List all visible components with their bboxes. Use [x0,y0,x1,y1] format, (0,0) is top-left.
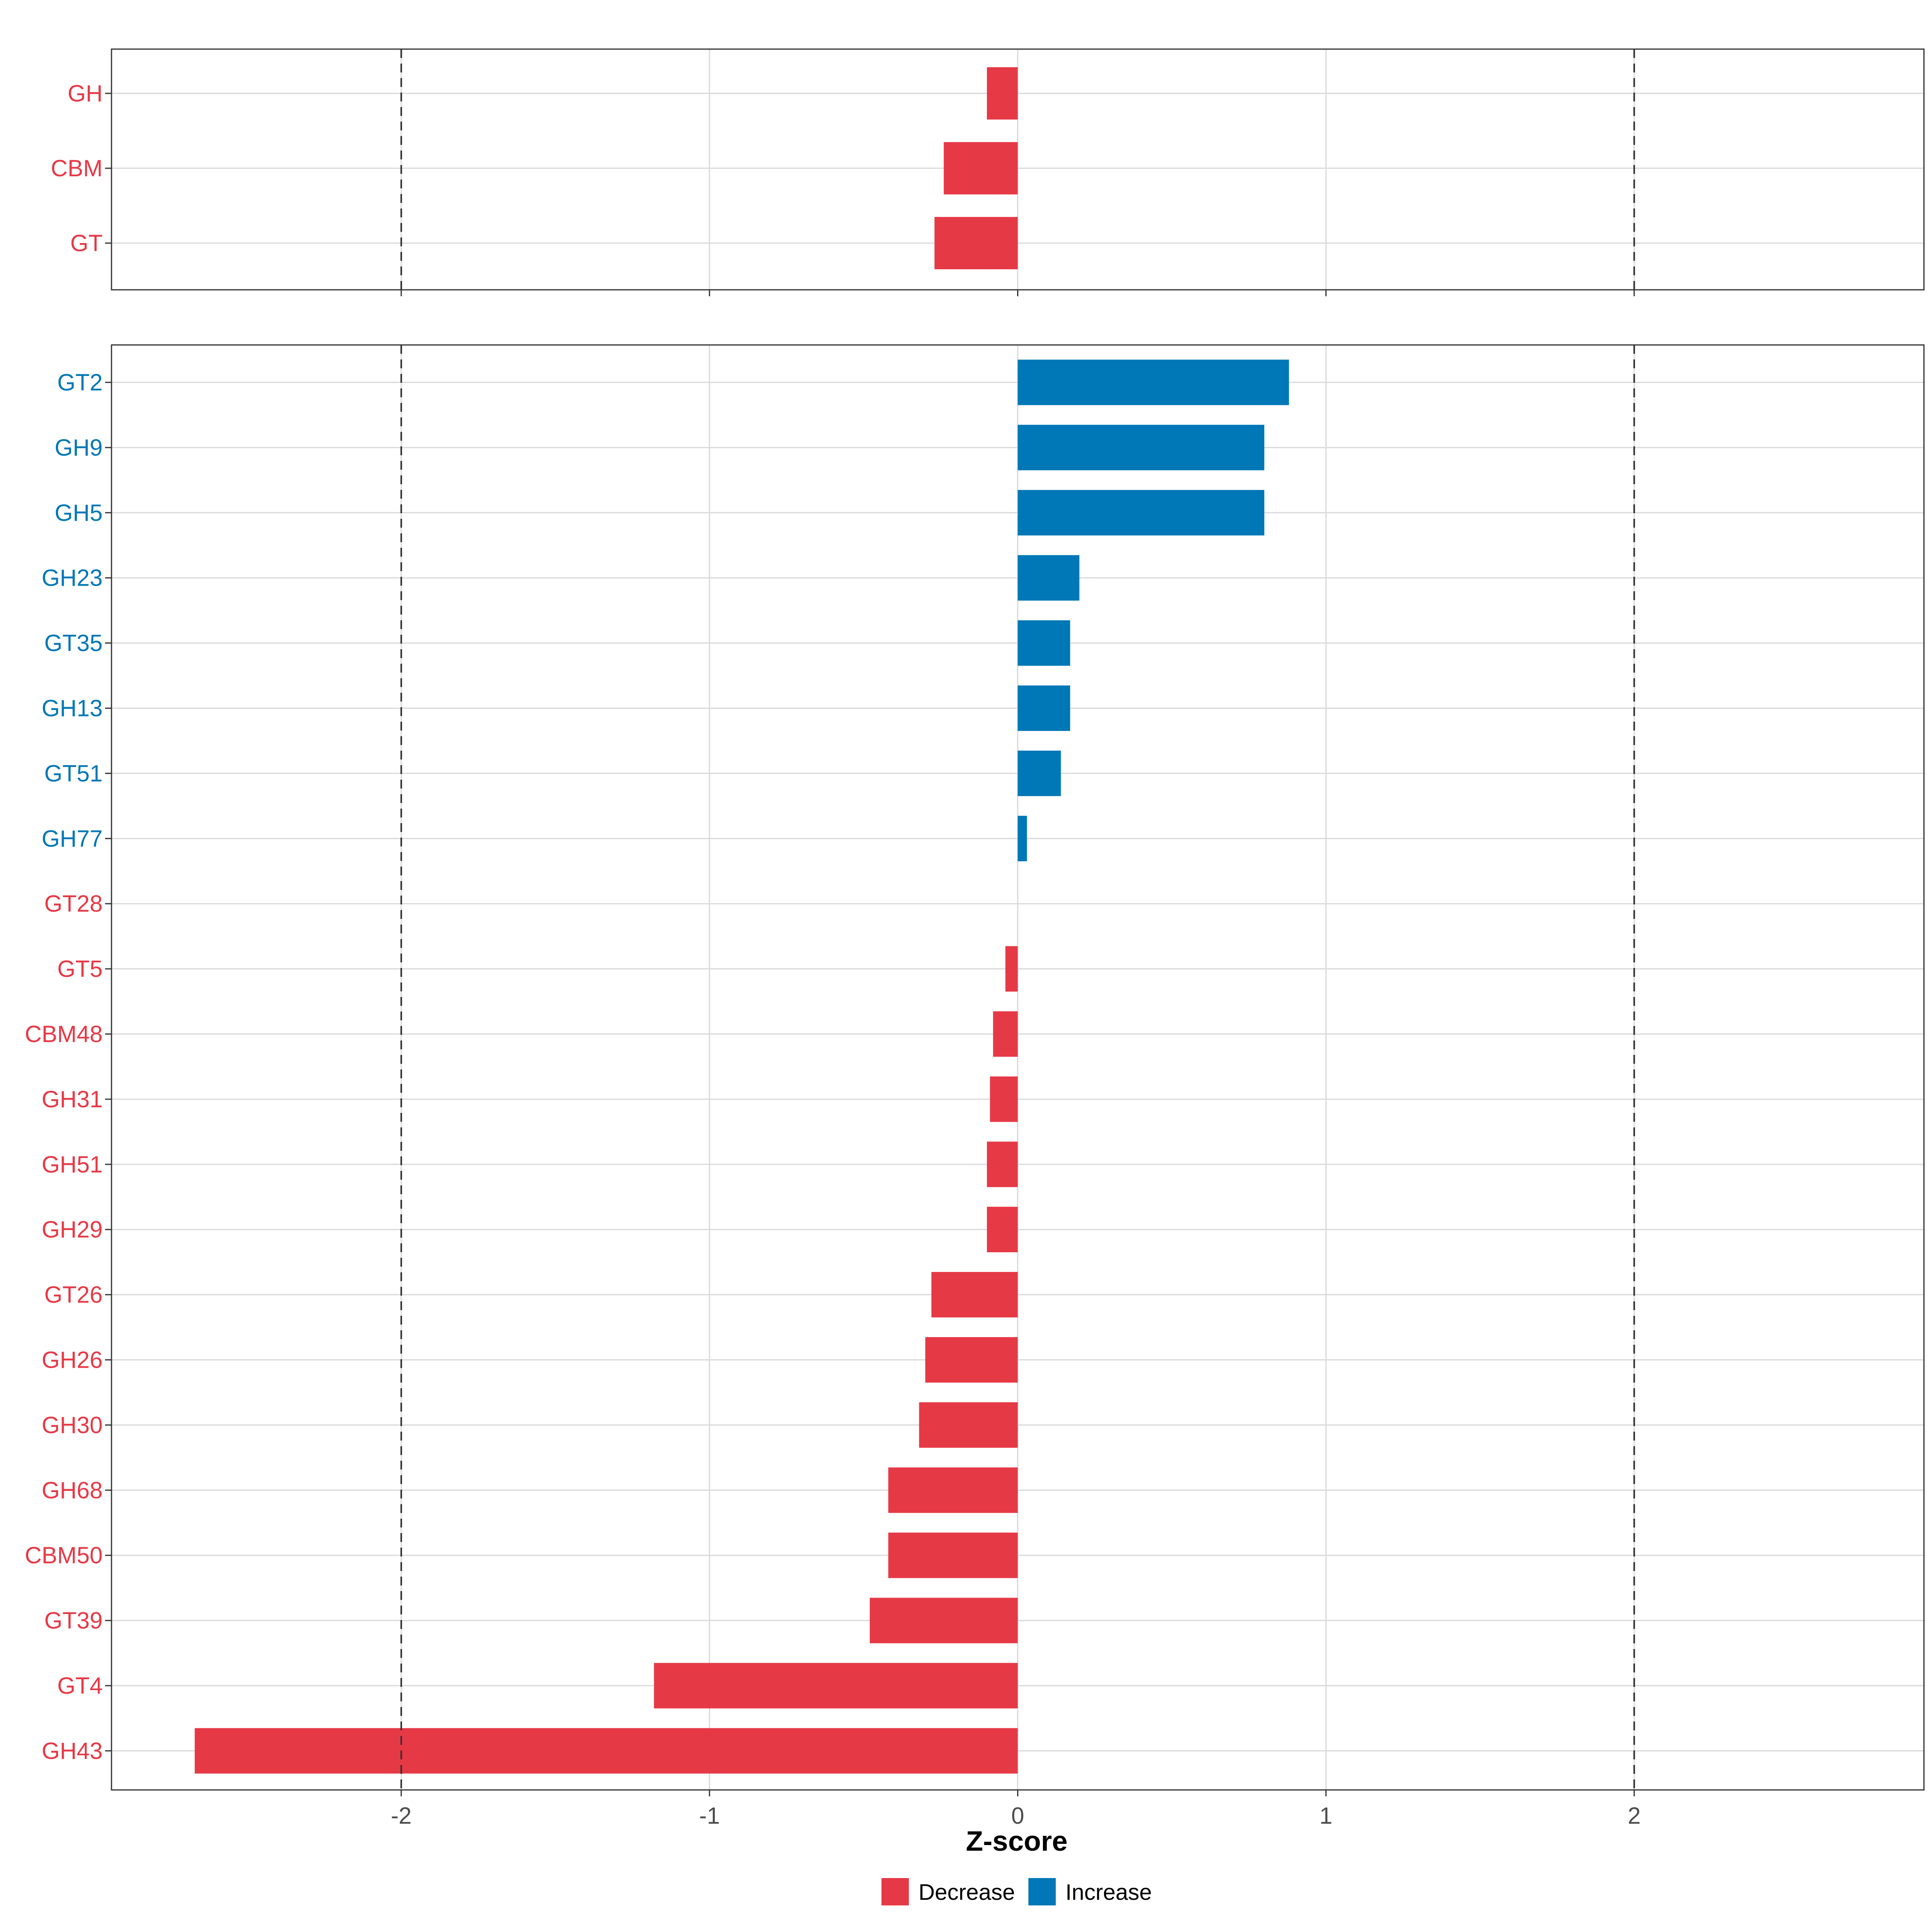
category-label-gh43: GH43 [41,1738,103,1764]
bar-gt [934,217,1018,269]
category-label-gh26: GH26 [41,1347,103,1373]
category-label-gh77: GH77 [41,826,103,852]
legend-swatch-increase [1028,1878,1056,1905]
category-label-gh31: GH31 [41,1086,103,1113]
category-label-gt: GT [70,230,103,256]
legend-swatch-decrease [881,1878,909,1905]
x-axis: -2 -1 0 1 2 [391,1803,1641,1829]
x-axis-title: Z-score [966,1825,1068,1857]
bar-gt35 [1018,620,1070,666]
bar-gh68 [888,1467,1018,1513]
bar-gh43 [194,1728,1018,1774]
category-label-gt51: GT51 [44,760,103,786]
bar-gh9 [1018,425,1265,471]
category-label-gt39: GT39 [44,1608,103,1634]
bar-gh26 [925,1337,1018,1383]
x-tick-label: 1 [1319,1803,1332,1829]
bar-gt39 [869,1598,1018,1643]
category-label-cbm48: CBM48 [25,1021,103,1047]
bar-gh51 [987,1141,1018,1187]
chart-panels: GH CBM GT GT2 GH9 GH5 GH23 GT35 GH13 GT51 GH77 GT28… [25,48,1925,1796]
panel-family-level: GT2 GH9 GH5 GH23 GT35 GH13 GT51 GH77 GT28 GT5 CBM4… [25,344,1925,1796]
x-tick-label: 2 [1628,1803,1641,1829]
bar-gt5 [1005,946,1018,992]
legend-label-increase: Increase [1065,1879,1152,1905]
legend: Decrease Increase [881,1878,1152,1905]
category-label-gh13: GH13 [41,696,103,722]
x-tick-label: -1 [699,1803,720,1829]
bar-gh5 [1018,490,1265,536]
category-label-gh30: GH30 [41,1412,103,1438]
bar-gt51 [1018,750,1061,796]
category-label-cbm50: CBM50 [25,1542,103,1569]
category-label-gh23: GH23 [41,565,103,591]
category-label-gh68: GH68 [41,1477,103,1503]
bar-cbm50 [888,1532,1018,1578]
category-label-gt35: GT35 [44,630,103,656]
x-tick-label: 0 [1011,1803,1024,1829]
panel-class-level: GH CBM GT [51,48,1925,296]
bar-gh30 [919,1402,1018,1448]
bar-gh77 [1018,815,1027,861]
legend-label-decrease: Decrease [919,1879,1015,1905]
category-label-gt4: GT4 [57,1673,103,1699]
bar-cbm [943,142,1018,194]
bar-gt26 [931,1272,1018,1318]
bar-gt2 [1018,359,1289,405]
bar-cbm48 [993,1011,1018,1057]
category-label-gt2: GT2 [57,369,103,396]
bar-gh29 [987,1207,1018,1253]
x-tick-label: -2 [391,1803,412,1829]
category-label-gh29: GH29 [41,1217,103,1243]
bar-gh23 [1018,555,1080,601]
category-label-gh51: GH51 [41,1152,103,1178]
category-label-gh9: GH9 [55,435,103,461]
category-label-gh: GH [68,80,103,107]
category-label-gt5: GT5 [57,956,103,982]
category-label-gt28: GT28 [44,891,103,917]
bar-gh13 [1018,685,1070,731]
bar-gt4 [654,1663,1018,1709]
category-label-cbm: CBM [51,155,103,182]
bar-gh [987,67,1018,120]
category-label-gh5: GH5 [55,500,103,526]
category-label-gt26: GT26 [44,1282,103,1308]
bar-gh31 [990,1076,1018,1122]
